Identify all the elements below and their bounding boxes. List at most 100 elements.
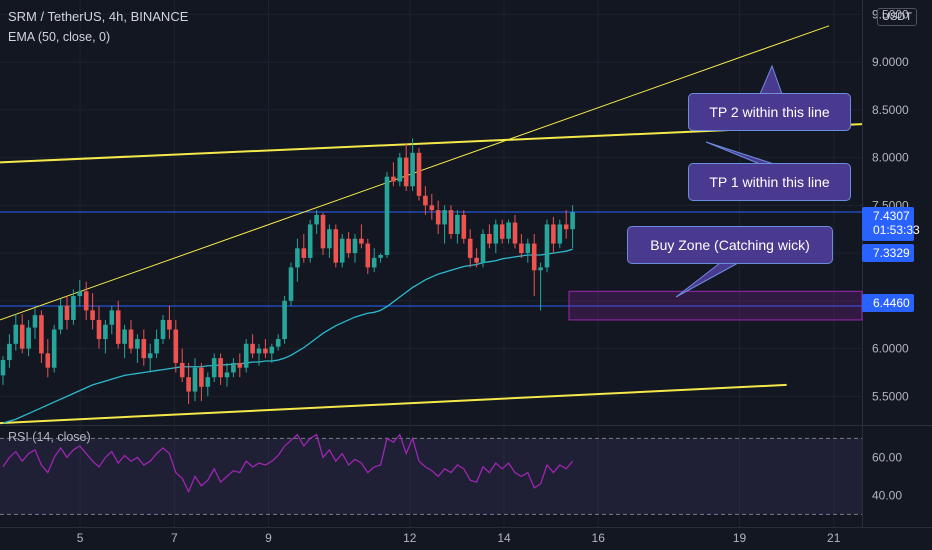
ema-indicator-label[interactable]: EMA (50, close, 0) — [8, 30, 111, 44]
candle-body — [435, 210, 441, 225]
candle-body — [0, 360, 6, 376]
candle-body — [307, 224, 313, 258]
candle-body — [327, 229, 332, 249]
rsi-tick-label: 60.00 — [872, 450, 902, 464]
rsi-band-fill — [0, 438, 862, 515]
candle-body — [423, 195, 428, 206]
candle-body — [13, 324, 19, 344]
trendlines — [0, 25, 863, 425]
candle-body — [391, 176, 396, 182]
candle-body — [231, 362, 236, 373]
candle-body — [282, 300, 287, 340]
candle-body — [544, 224, 550, 268]
candle-body — [506, 222, 511, 239]
bar-countdown: 01:53:33 — [873, 223, 920, 237]
candle-body — [205, 377, 211, 387]
level-value-tag: 6.4460 — [862, 294, 914, 312]
tp1-callout[interactable]: TP 1 within this line — [688, 163, 851, 201]
time-tick-label: 21 — [827, 531, 841, 545]
candle-body — [429, 205, 435, 211]
time-axis: 5 7 9 12 14 16 19 21 — [77, 531, 841, 545]
candle-body — [493, 224, 499, 244]
ema-value-tag: 7.3329 — [862, 244, 914, 262]
candle-body — [103, 324, 108, 340]
last-price-tag: 7.4307 01:53:33 — [862, 207, 920, 241]
candle-body — [243, 343, 249, 368]
price-tick-label: 6.0000 — [872, 342, 909, 356]
candle-body — [51, 329, 57, 368]
candle-body — [32, 315, 38, 328]
candle-body — [218, 358, 223, 378]
candle-body — [26, 327, 31, 349]
candle-body — [474, 257, 479, 263]
candle-body — [314, 214, 319, 225]
candle-body — [442, 210, 447, 225]
candle-body — [109, 310, 115, 325]
candle-body — [333, 229, 339, 263]
ema-line — [2, 248, 573, 424]
candle-body — [461, 214, 467, 239]
candle-body — [173, 329, 179, 363]
time-tick-label: 9 — [265, 531, 272, 545]
candle-body — [403, 157, 409, 187]
candle-body — [147, 353, 153, 359]
candle-body — [199, 367, 204, 387]
candle-body — [448, 210, 454, 234]
candle-body — [410, 152, 415, 187]
candle-body — [487, 233, 492, 244]
buy-zone-box — [568, 290, 863, 321]
candle-body — [83, 291, 89, 311]
candle-body — [352, 238, 358, 254]
trendline — [0, 383, 787, 425]
candle-body — [397, 157, 403, 182]
time-tick-label: 19 — [733, 531, 747, 545]
candle-body — [320, 214, 326, 249]
time-tick-label: 12 — [403, 531, 417, 545]
time-tick-label: 16 — [592, 531, 606, 545]
candle-body — [71, 296, 76, 320]
candle-body — [7, 343, 12, 361]
candle-body — [519, 243, 524, 254]
candle-body — [557, 224, 563, 244]
candle-body — [269, 346, 275, 354]
candle-body — [186, 377, 191, 392]
ema-series — [2, 248, 573, 424]
symbol-title[interactable]: SRM / TetherUS, 4h, BINANCE — [8, 9, 189, 24]
candle-body — [416, 152, 422, 196]
candle-body — [263, 348, 268, 354]
candle-body — [531, 243, 537, 271]
price-tick-label: 8.5000 — [872, 103, 909, 117]
candle-body — [160, 319, 166, 340]
candle-body — [45, 353, 51, 368]
candle-body — [58, 305, 63, 330]
candle-body — [64, 305, 70, 320]
candle-body — [250, 343, 255, 354]
candle-body — [346, 238, 351, 254]
candle-body — [256, 348, 262, 354]
candle-body — [115, 310, 121, 344]
annotation-pointers — [675, 64, 783, 298]
tp2-callout[interactable]: TP 2 within this line — [688, 93, 851, 131]
rsi-indicator-label[interactable]: RSI (14, close) — [8, 430, 91, 444]
candle-body — [77, 291, 83, 297]
candles — [0, 138, 575, 404]
buy-zone-callout[interactable]: Buy Zone (Catching wick) — [627, 226, 833, 264]
candle-body — [301, 248, 307, 258]
horizontal-levels — [0, 211, 862, 307]
candle-body — [295, 248, 300, 268]
price-axis: 9.50009.00008.50008.00007.50007.00006.50… — [872, 7, 909, 403]
price-tick-label: 8.0000 — [872, 151, 909, 165]
candle-body — [538, 267, 543, 271]
time-tick-label: 14 — [497, 531, 511, 545]
candle-body — [237, 362, 243, 368]
buy-zone-rect — [568, 290, 863, 321]
candle-body — [570, 212, 575, 230]
candle-body — [135, 339, 140, 349]
candle-body — [141, 339, 147, 359]
candle-body — [19, 324, 25, 349]
time-tick-label: 5 — [77, 531, 84, 545]
price-tick-label: 9.0000 — [872, 55, 909, 69]
currency-button[interactable]: USDT — [877, 8, 917, 26]
candle-body — [167, 319, 172, 330]
